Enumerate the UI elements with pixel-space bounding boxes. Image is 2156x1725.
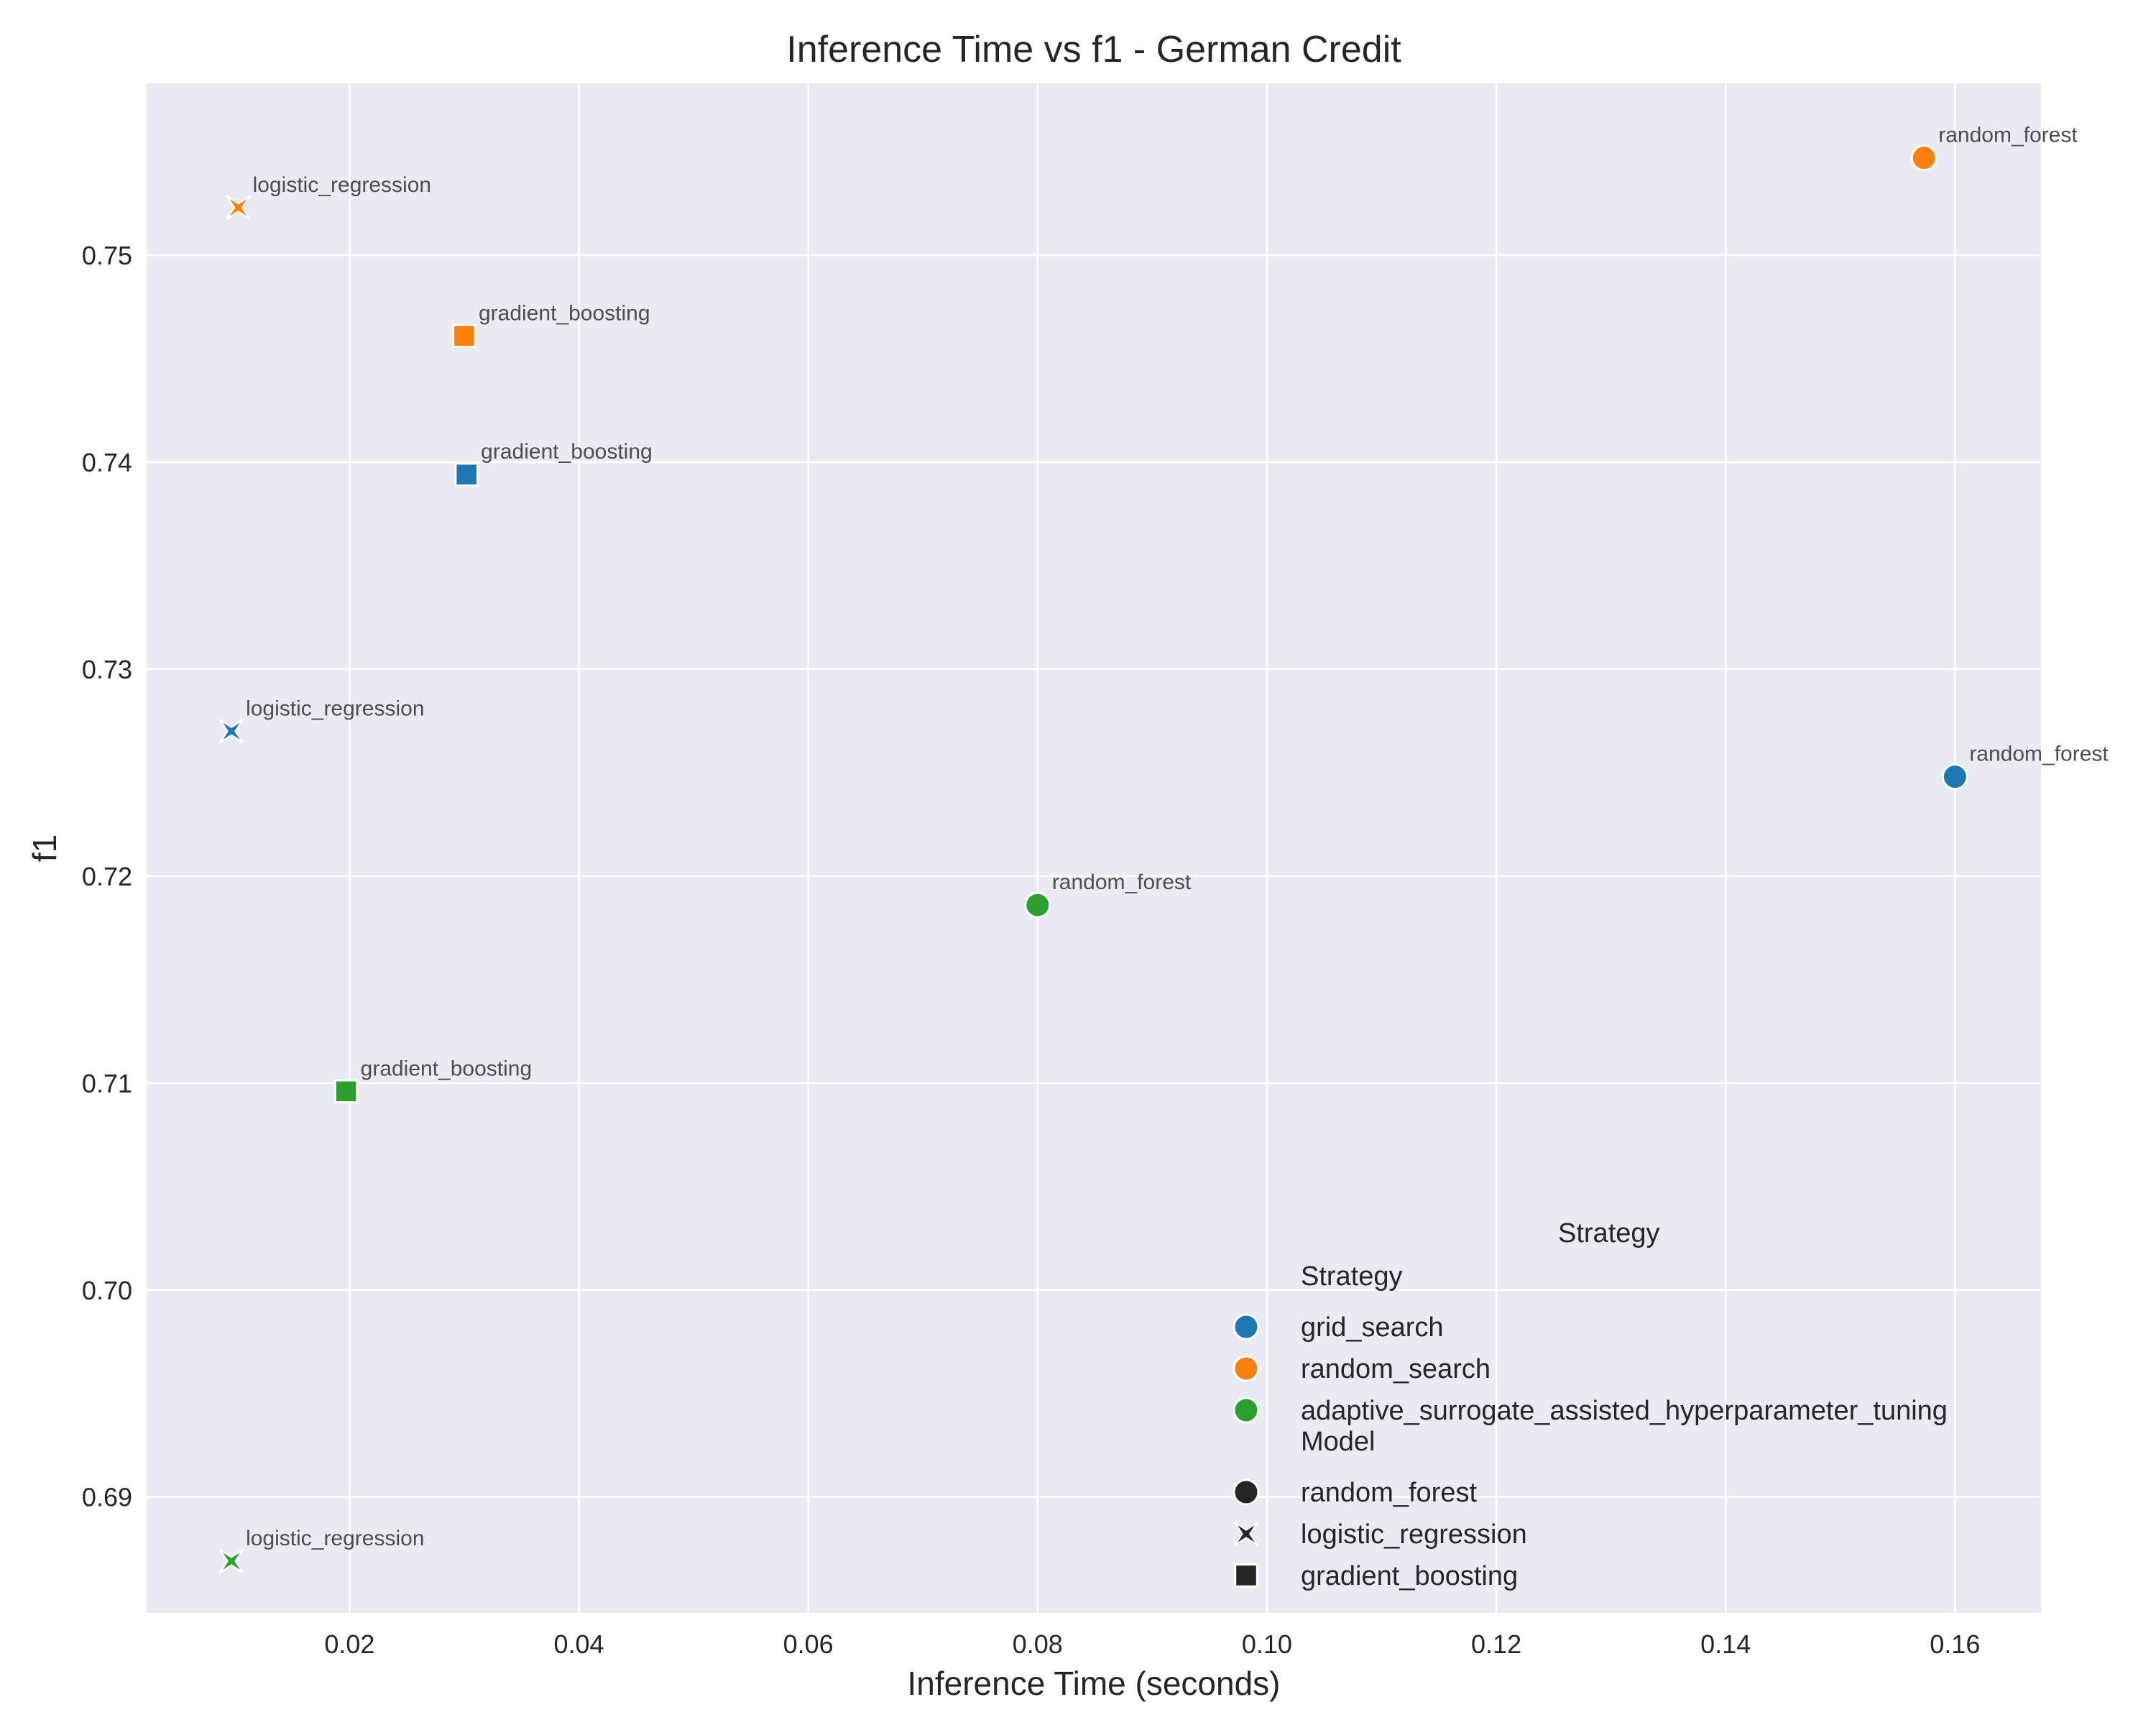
data-point-adaptive_surrogate_assisted_hyperparameter_tuning-logistic_regression bbox=[218, 1548, 244, 1574]
y-tick-label: 0.74 bbox=[82, 448, 132, 477]
legend-item-random_search: random_search bbox=[1301, 1354, 1491, 1384]
point-label: gradient_boosting bbox=[361, 1057, 533, 1080]
y-tick-label: 0.73 bbox=[82, 655, 132, 684]
legend-model-title: Model bbox=[1301, 1427, 1376, 1457]
point-labels: random_forest logistic_regression gradient… bbox=[246, 124, 2109, 1550]
data-point-grid_search-random_forest bbox=[1941, 763, 1968, 791]
point-label: gradient_boosting bbox=[479, 301, 650, 325]
legend-item-adaptive_surrogate_assisted_hyperparameter_tuning: adaptive_surrogate_assisted_hyperparamet… bbox=[1301, 1396, 1948, 1426]
x-tick-label: 0.02 bbox=[324, 1629, 374, 1659]
legend-item-grid_search: grid_search bbox=[1301, 1312, 1444, 1343]
grid-lines bbox=[147, 83, 2041, 1613]
legend-marker-random_forest bbox=[1233, 1478, 1260, 1506]
point-label: random_forest bbox=[1938, 124, 2078, 147]
legend: Strategy Strategy Model grid_searchrando… bbox=[1233, 1218, 1948, 1591]
x-tick-labels: 0.02 0.04 0.06 0.08 0.10 0.12 0.14 0.16 bbox=[324, 1629, 1980, 1659]
data-point-grid_search-logistic_regression bbox=[218, 719, 244, 744]
point-label: gradient_boosting bbox=[481, 440, 653, 464]
x-tick-label: 0.16 bbox=[1930, 1629, 1980, 1659]
data-points bbox=[218, 144, 1968, 1574]
legend-items: grid_search random_search adaptive_surroga… bbox=[1233, 1312, 1948, 1591]
chart-title: Inference Time vs f1 - German Credit bbox=[786, 29, 1401, 70]
y-tick-labels: 0.69 0.70 0.71 0.72 0.73 0.74 0.75 bbox=[82, 241, 132, 1512]
legend-strategy-title: Strategy bbox=[1301, 1261, 1403, 1292]
y-tick-label: 0.72 bbox=[82, 862, 132, 891]
legend-marker-random_search bbox=[1233, 1355, 1260, 1382]
data-point-random_search-logistic_regression bbox=[226, 195, 251, 220]
data-point-adaptive_surrogate_assisted_hyperparameter_tuning-random_forest bbox=[1024, 891, 1051, 919]
y-tick-label: 0.75 bbox=[82, 241, 132, 270]
x-tick-label: 0.06 bbox=[783, 1629, 834, 1659]
data-point-grid_search-gradient_boosting bbox=[454, 462, 479, 487]
legend-marker-gradient_boosting bbox=[1234, 1563, 1258, 1588]
y-axis-label: f1 bbox=[26, 834, 63, 862]
x-tick-label: 0.08 bbox=[1013, 1629, 1063, 1659]
data-point-adaptive_surrogate_assisted_hyperparameter_tuning-gradient_boosting bbox=[333, 1079, 359, 1104]
x-tick-label: 0.04 bbox=[554, 1629, 604, 1659]
x-axis-label: Inference Time (seconds) bbox=[907, 1665, 1280, 1702]
legend-item-gradient_boosting: gradient_boosting bbox=[1301, 1561, 1518, 1591]
y-tick-label: 0.71 bbox=[82, 1069, 132, 1098]
legend-item-random_forest: random_forest bbox=[1301, 1478, 1477, 1508]
y-tick-label: 0.70 bbox=[82, 1276, 132, 1305]
point-label: logistic_regression bbox=[246, 696, 424, 720]
y-tick-label: 0.69 bbox=[82, 1483, 132, 1512]
point-label: random_forest bbox=[1969, 742, 2109, 766]
x-tick-label: 0.14 bbox=[1700, 1629, 1751, 1659]
legend-outer-title: Strategy bbox=[1558, 1218, 1660, 1248]
point-label: logistic_regression bbox=[253, 173, 431, 197]
data-point-random_search-gradient_boosting bbox=[452, 323, 476, 349]
point-label: logistic_regression bbox=[246, 1527, 424, 1550]
legend-marker-logistic_regression bbox=[1233, 1521, 1259, 1547]
x-tick-label: 0.10 bbox=[1242, 1629, 1292, 1659]
plot-background bbox=[147, 83, 2041, 1613]
legend-marker-grid_search bbox=[1233, 1313, 1260, 1340]
legend-item-logistic_regression: logistic_regression bbox=[1301, 1519, 1527, 1550]
point-label: random_forest bbox=[1052, 870, 1192, 894]
data-point-random_search-random_forest bbox=[1910, 144, 1938, 172]
legend-marker-adaptive_surrogate_assisted_hyperparameter_tuning bbox=[1233, 1397, 1260, 1424]
x-tick-label: 0.12 bbox=[1471, 1629, 1521, 1659]
